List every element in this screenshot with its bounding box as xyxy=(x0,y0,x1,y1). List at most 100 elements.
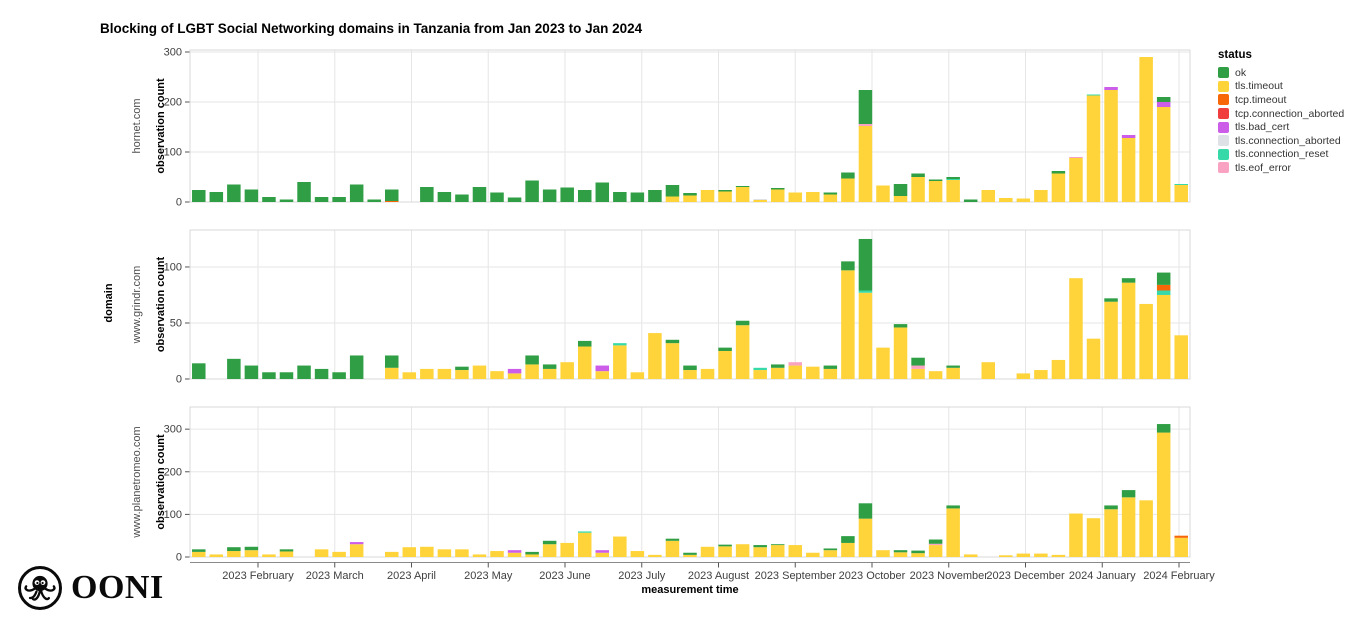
bar-segment-tls.timeout xyxy=(999,555,1013,557)
bar-segment-tls.timeout xyxy=(1069,278,1083,379)
bar-segment-tls.timeout xyxy=(1104,509,1118,557)
bar-segment-ok xyxy=(648,190,662,202)
bar-segment-ok xyxy=(893,550,908,553)
bar-segment-ok xyxy=(385,355,399,368)
bar-segment-ok xyxy=(823,192,838,195)
ooni-brand: OONI xyxy=(16,564,164,612)
bar-segment-ok xyxy=(893,184,908,196)
bar-segment-tls.timeout xyxy=(332,551,346,557)
bar-segment-ok xyxy=(1121,278,1136,283)
bar-segment-ok xyxy=(683,365,697,371)
bar-segment-ok xyxy=(893,324,908,328)
bar-segment-tls.timeout xyxy=(455,549,469,557)
legend-items: ok tls.timeout tcp.timeout tcp.connection_a… xyxy=(1218,66,1344,175)
bar-segment-tls.timeout xyxy=(1051,554,1066,557)
bar-segment-tls.timeout xyxy=(1016,373,1031,379)
bar-segment-tls.timeout xyxy=(262,554,276,557)
legend-label: tls.timeout xyxy=(1235,80,1283,93)
y-tick-label: 0 xyxy=(176,374,182,386)
bar-segment-tls.timeout xyxy=(735,187,750,202)
bar-segment-tls.bad_cert xyxy=(349,542,364,545)
bar-segment-tls.timeout xyxy=(613,345,627,379)
bar-segment-ok xyxy=(1121,490,1136,498)
bar-segment-ok xyxy=(542,364,557,369)
bar-segment-ok xyxy=(928,539,943,544)
bar-segment-ok xyxy=(297,365,311,379)
facet-label: hornet.com xyxy=(131,98,143,153)
y-tick-label: 300 xyxy=(164,424,182,436)
bar-segment-tls.timeout xyxy=(806,366,820,379)
bar-segment-tls.timeout xyxy=(665,343,680,379)
bar-segment-tls.timeout xyxy=(1086,95,1101,202)
bar-segment-tls.timeout xyxy=(209,554,224,557)
bar-segment-tls.timeout xyxy=(876,550,890,557)
bar-segment-ok xyxy=(1104,505,1118,510)
bar-segment-tls.bad_cert xyxy=(595,550,610,553)
bar-segment-ok xyxy=(823,548,838,551)
legend-swatch-tcp.timeout xyxy=(1218,94,1229,106)
bar-segment-tls.timeout xyxy=(788,192,803,202)
bar-segment-ok xyxy=(490,192,504,202)
facet-label: www.planetromeo.com xyxy=(131,426,143,538)
x-tick-label: 2023 February xyxy=(222,570,294,582)
bar-segment-ok xyxy=(946,177,960,179)
legend-swatch-tls.eof_error xyxy=(1218,162,1229,174)
bar-segment-tls.connection_reset xyxy=(858,290,873,293)
bar-segment-tls.timeout xyxy=(718,350,732,379)
legend-item-ok: ok xyxy=(1218,66,1344,80)
bar-segment-ok xyxy=(244,546,259,551)
y-tick-label: 200 xyxy=(164,97,182,109)
bar-segment-ok xyxy=(770,544,785,546)
x-tick-label: 2024 February xyxy=(1143,570,1215,582)
bar-segment-tls.timeout xyxy=(560,362,574,379)
bar-segment-ok xyxy=(262,197,276,202)
bar-segment-ok xyxy=(472,187,487,202)
bar-segment-tls.timeout xyxy=(1156,107,1171,202)
bar-segment-tls.timeout xyxy=(1034,370,1048,379)
bar-segment-ok xyxy=(1156,97,1171,102)
bar-segment-ok xyxy=(262,372,276,379)
bar-segment-ok xyxy=(542,189,557,202)
bar-segment-tls.timeout xyxy=(648,333,662,379)
bar-segment-ok xyxy=(718,347,732,351)
bar-segment-tls.timeout xyxy=(700,190,715,202)
panel-www.grindr.com: 0 50 100 www.grindr.com observation count xyxy=(131,229,1191,386)
bar-segment-ok xyxy=(314,368,329,379)
bar-segment-tls.bad_cert xyxy=(507,368,522,374)
legend-label: tls.bad_cert xyxy=(1235,121,1290,134)
bar-segment-tls.timeout xyxy=(314,549,329,557)
x-axis: 2023 February 2023 March 2023 April 2023 Ma… xyxy=(190,562,1215,582)
bar-segment-tls.timeout xyxy=(999,198,1013,202)
bar-segment-tls.timeout xyxy=(1016,553,1031,557)
panel-www.planetromeo.com: 0 100 200 300 www.planetromeo.com observation… xyxy=(131,406,1191,564)
bar-segment-tls.timeout xyxy=(1174,335,1188,379)
bar-segment-tls.timeout xyxy=(1121,282,1136,379)
legend-swatch-tls.timeout xyxy=(1218,80,1229,92)
bar-segment-tls.timeout xyxy=(542,368,557,379)
legend-label: ok xyxy=(1235,66,1247,79)
bar-segment-tls.timeout xyxy=(1174,185,1188,202)
bar-segment-tls.timeout xyxy=(560,542,574,557)
bar-segment-tls.timeout xyxy=(1156,432,1171,557)
ooni-octopus-logo-icon xyxy=(18,566,62,610)
bar-segment-tls.timeout xyxy=(893,327,908,379)
bar-segment-ok xyxy=(911,550,925,554)
bar-segment-tls.eof_error xyxy=(928,543,943,546)
y-axis-title: observation count xyxy=(155,256,167,352)
bar-segment-ok xyxy=(507,197,522,202)
bar-segment-ok xyxy=(349,184,364,202)
bar-segment-tls.timeout xyxy=(490,371,504,379)
bar-segment-ok xyxy=(858,238,873,291)
bar-segment-ok xyxy=(683,193,697,196)
legend-item-tls.connection_reset: tls.connection_reset xyxy=(1218,148,1344,162)
bar-segment-ok xyxy=(770,188,785,190)
bar-segment-ok xyxy=(227,358,241,379)
bar-segment-tls.timeout xyxy=(577,346,592,379)
bar-segment-ok xyxy=(332,197,346,202)
bar-segment-tls.timeout xyxy=(700,546,715,557)
bar-segment-tls.timeout xyxy=(385,367,399,379)
legend-item-tcp.connection_aborted: tcp.connection_aborted xyxy=(1218,107,1344,121)
bar-segment-ok xyxy=(613,192,627,202)
bar-segment-tls.connection_reset xyxy=(1086,94,1101,96)
x-tick-label: 2023 August xyxy=(688,570,749,582)
